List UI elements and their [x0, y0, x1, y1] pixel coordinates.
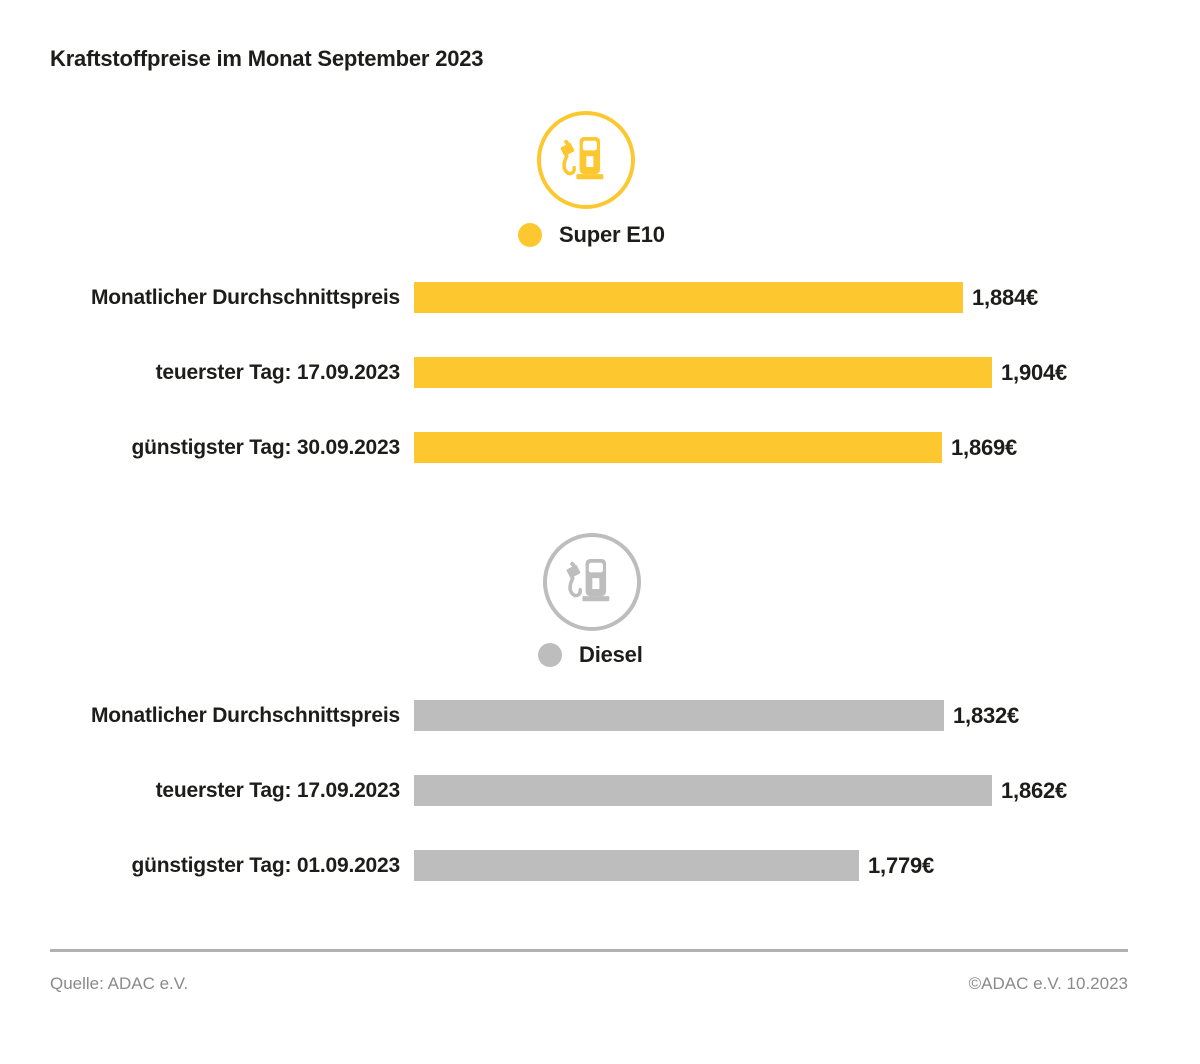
bar-row: teuerster Tag: 17.09.2023 1,904€: [40, 357, 1067, 388]
bar: [414, 282, 963, 313]
legend-label-diesel: Diesel: [579, 642, 643, 667]
legend-dot-diesel: [538, 643, 562, 667]
bar: [414, 775, 992, 806]
bar-value: 1,779€: [868, 852, 935, 878]
fuel-pump-badge-super-e10: [537, 111, 635, 209]
bar-row: günstigster Tag: 30.09.2023 1,869€: [40, 432, 1067, 463]
bar-group-super-e10: Monatlicher Durchschnittspreis 1,884€ te…: [40, 282, 1067, 507]
bar-row-label: teuerster Tag: 17.09.2023: [155, 360, 401, 384]
bar-row-label: günstigster Tag: 30.09.2023: [131, 435, 401, 459]
footer-divider: [50, 949, 1128, 952]
legend-dot-super-e10: [518, 223, 542, 247]
copyright-notice: ©ADAC e.V. 10.2023: [968, 974, 1128, 993]
bar: [414, 850, 859, 881]
bar-row-label: günstigster Tag: 01.09.2023: [131, 853, 401, 877]
bar-row: Monatlicher Durchschnittspreis 1,884€: [40, 282, 1067, 313]
bar: [414, 357, 992, 388]
bar-row: günstigster Tag: 01.09.2023 1,779€: [40, 850, 1067, 881]
page-title: Kraftstoffpreise im Monat September 2023: [50, 46, 484, 71]
legend-diesel: Diesel: [538, 642, 643, 668]
bar-row: Monatlicher Durchschnittspreis 1,832€: [40, 700, 1067, 731]
bar-row-label: Monatlicher Durchschnittspreis: [90, 285, 400, 309]
bar-row: teuerster Tag: 17.09.2023 1,862€: [40, 775, 1067, 806]
fuel-pump-badge-diesel: [543, 533, 641, 631]
bar-value: 1,904€: [1001, 359, 1068, 385]
legend-label-super-e10: Super E10: [559, 222, 665, 247]
bar-value: 1,884€: [972, 284, 1039, 310]
bar-value: 1,869€: [951, 434, 1018, 460]
bar-value: 1,862€: [1001, 777, 1068, 803]
fuel-pump-icon: [566, 558, 610, 602]
bar: [414, 700, 944, 731]
bar: [414, 432, 942, 463]
bar-value: 1,832€: [953, 702, 1020, 728]
source-credit: Quelle: ADAC e.V.: [50, 974, 189, 993]
bar-group-diesel: Monatlicher Durchschnittspreis 1,832€ te…: [40, 700, 1067, 925]
footer: Quelle: ADAC e.V. ©ADAC e.V. 10.2023: [50, 974, 1128, 994]
fuel-pump-icon: [560, 136, 604, 180]
bar-row-label: Monatlicher Durchschnittspreis: [90, 703, 400, 727]
bar-row-label: teuerster Tag: 17.09.2023: [155, 778, 401, 802]
legend-super-e10: Super E10: [518, 222, 665, 248]
